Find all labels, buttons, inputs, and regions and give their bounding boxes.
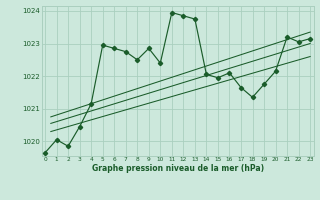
X-axis label: Graphe pression niveau de la mer (hPa): Graphe pression niveau de la mer (hPa) — [92, 164, 264, 173]
